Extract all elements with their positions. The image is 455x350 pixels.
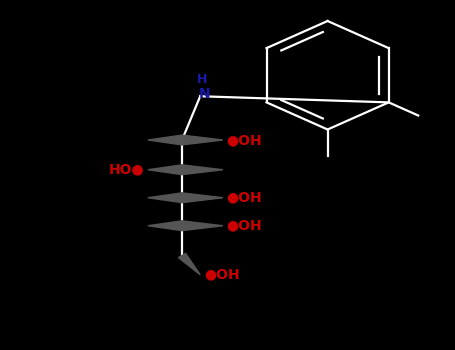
Polygon shape <box>182 165 223 175</box>
Polygon shape <box>148 221 182 231</box>
Polygon shape <box>178 253 200 275</box>
Polygon shape <box>148 135 182 145</box>
Polygon shape <box>182 135 223 145</box>
Text: H: H <box>197 73 207 86</box>
Text: ●OH: ●OH <box>204 268 239 282</box>
Polygon shape <box>182 221 223 231</box>
Text: ●OH: ●OH <box>227 133 262 147</box>
Polygon shape <box>182 193 223 203</box>
Text: N: N <box>199 88 211 102</box>
Polygon shape <box>148 165 182 175</box>
Polygon shape <box>148 193 182 203</box>
Text: ●OH: ●OH <box>227 219 262 233</box>
Text: ●OH: ●OH <box>227 191 262 205</box>
Text: HO●: HO● <box>109 163 144 177</box>
